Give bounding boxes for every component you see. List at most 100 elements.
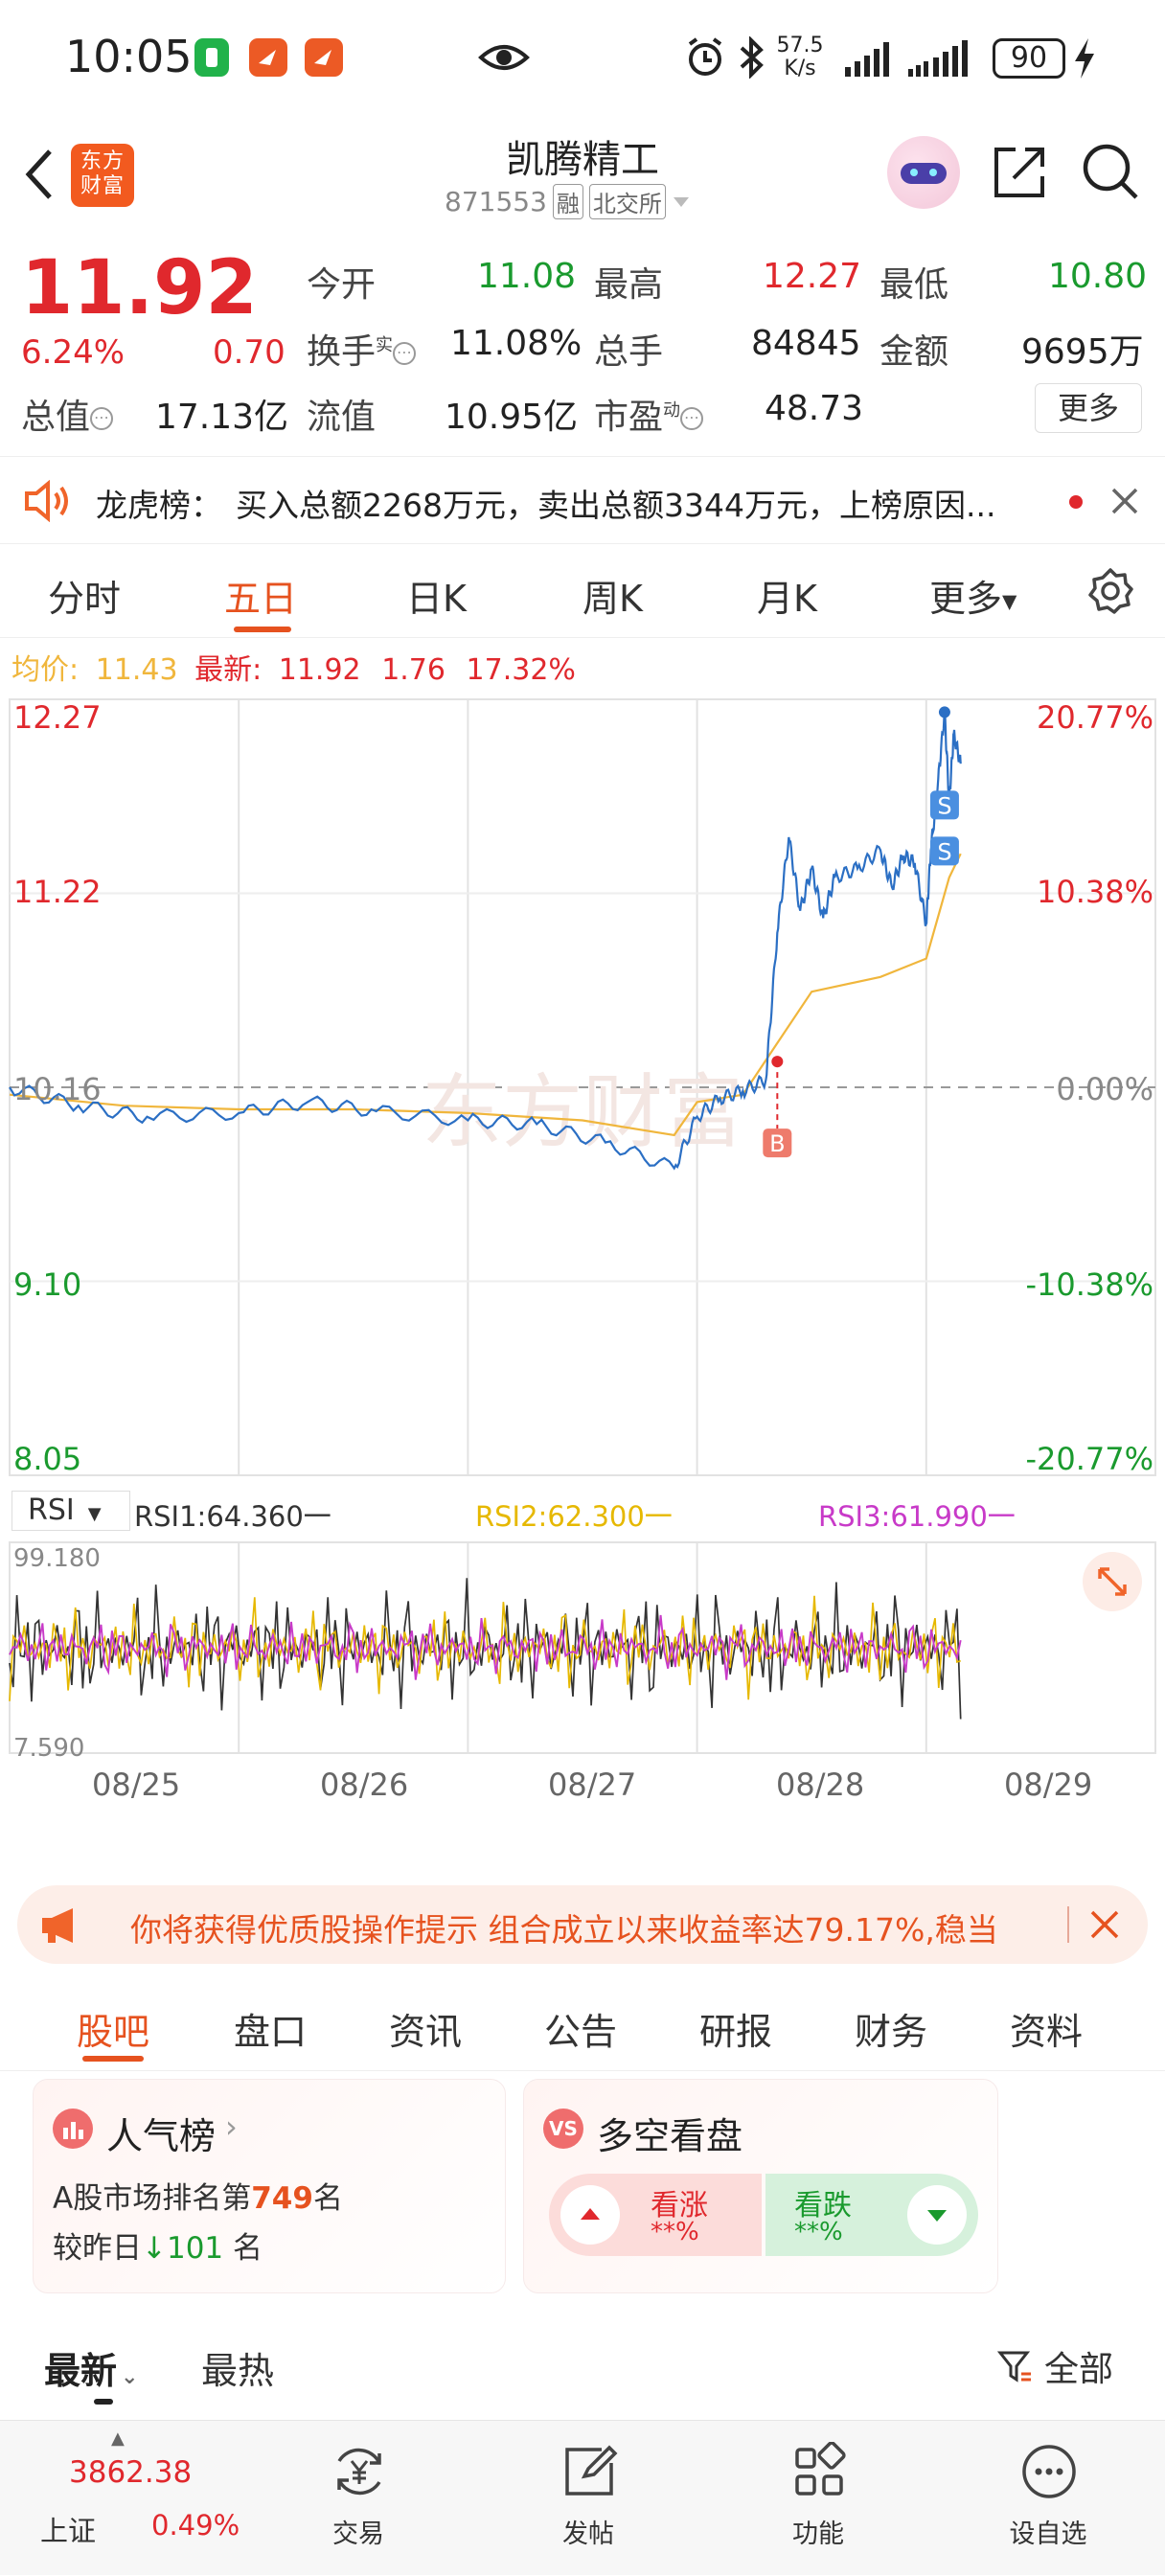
price-chart[interactable]: 东方财富 BSS (0, 690, 1165, 1485)
buy-marker (763, 1128, 792, 1158)
more-button[interactable]: 更多 (1035, 383, 1142, 433)
stock-code: 871553 (445, 186, 547, 217)
tab-daily-k[interactable]: 日K (406, 578, 467, 620)
rsi3-line (9, 1614, 962, 1680)
share-icon[interactable] (991, 142, 1048, 201)
popularity-change: 101 (166, 2231, 224, 2266)
more-circle-icon (1022, 2445, 1076, 2498)
battery-icon: 90 (993, 38, 1065, 79)
index-ticker[interactable]: ▲ 3862.38 上证 0.49% (34, 2421, 240, 2576)
megaphone-icon (42, 1908, 73, 1943)
nav-post[interactable]: 发帖 (512, 2421, 665, 2576)
tab-weekly-k[interactable]: 周K (582, 578, 643, 620)
caret-up-icon: ▲ (111, 2428, 125, 2449)
margin-tag: 融 (552, 184, 583, 219)
filter-button[interactable]: 全部 (996, 2341, 1113, 2391)
buy-marker-label: B (769, 1130, 785, 1157)
date-label: 08/28 (776, 1767, 865, 1803)
price-line (9, 712, 962, 1171)
trade-icon (337, 2448, 381, 2496)
tab-monthly-k[interactable]: 月K (757, 578, 817, 620)
tab-announcements[interactable]: 公告 (544, 2011, 618, 2053)
net-speed: 57.5 K/s (776, 34, 824, 80)
signal-icon (845, 42, 889, 77)
dragon-tiger-notice[interactable]: 龙虎榜： 买入总额2268万元，卖出总额3344万元，上榜原因... (0, 456, 1165, 544)
pe-label[interactable]: 市盈动 ⋯ (594, 389, 704, 439)
vs-icon: VS (543, 2109, 583, 2149)
search-icon[interactable] (1081, 142, 1140, 201)
app-logo[interactable]: 东方财富 (71, 144, 134, 207)
bearish-button[interactable]: 看跌 **% (765, 2174, 978, 2256)
grid-icon (795, 2442, 846, 2496)
sell-marker (929, 836, 959, 866)
change-percent: 6.24% (21, 333, 126, 372)
market-cap-value: 17.13亿 (155, 398, 289, 437)
chart-info-row: 均价: 11.43 最新: 11.92 1.76 17.32% (11, 646, 576, 688)
turnover-label[interactable]: 换手实 ⋯ (307, 324, 417, 374)
tab-financials[interactable]: 财务 (855, 2011, 928, 2053)
up-arrow-icon (560, 2185, 620, 2245)
tab-research[interactable]: 研报 (699, 2011, 773, 2053)
rsi-indicator-select[interactable]: RSI ▼ (11, 1491, 130, 1531)
nav-add-watchlist[interactable]: 设自选 (971, 2421, 1125, 2576)
tab-news[interactable]: 资讯 (389, 2011, 463, 2053)
stock-code-row[interactable]: 871553 融 北交所 (445, 184, 691, 219)
y-tick-right: -10.38% (1025, 1266, 1154, 1303)
sort-hot[interactable]: 最热 (201, 2350, 275, 2392)
rsi2-value: RSI2:62.300一 (475, 1500, 673, 1533)
nav-trade[interactable]: 交易 (282, 2421, 435, 2576)
popularity-title: 人气榜 (106, 2115, 217, 2157)
sort-latest[interactable]: 最新 ⌄ (44, 2350, 139, 2392)
nav-functions[interactable]: 功能 (742, 2421, 895, 2576)
back-arrow-icon[interactable] (21, 148, 56, 201)
market-cap-label[interactable]: 总值 ⋯ (21, 389, 114, 439)
y-tick-left: 10.16 (13, 1071, 102, 1107)
date-label: 08/27 (548, 1767, 637, 1803)
pe-value: 48.73 (765, 389, 864, 428)
float-cap-value: 10.95亿 (445, 398, 579, 437)
date-label: 08/29 (1004, 1767, 1093, 1803)
divider (1067, 1906, 1069, 1943)
close-icon[interactable] (1109, 486, 1140, 516)
float-cap-label: 流值 (307, 398, 377, 437)
notification-icon (305, 38, 343, 77)
sentiment-card: VS 多空看盘 看涨 **% 看跌 **% (523, 2079, 998, 2293)
y-tick-left: 11.22 (13, 874, 102, 910)
status-bar: 10:05 57.5 K/s 90 (0, 0, 1165, 115)
sell-marker-label: S (937, 792, 951, 819)
chart-period-tabs: 分时 五日 日K 周K 月K 更多▼ (0, 546, 1165, 638)
stock-name: 凯腾精工 (506, 138, 659, 182)
volume-label: 总手 (594, 332, 664, 372)
high-value: 12.27 (763, 257, 862, 296)
tab-five-day[interactable]: 五日 (224, 578, 298, 620)
tab-order-book[interactable]: 盘口 (234, 2011, 308, 2053)
dropdown-icon (673, 196, 689, 207)
latest-value: 11.92 (278, 653, 361, 687)
charging-icon (1075, 38, 1094, 79)
avg-value: 11.43 (95, 653, 178, 687)
popularity-card[interactable]: 人气榜 › A股市场排名第749名 较昨日↓101 名 (33, 2079, 506, 2293)
gear-icon[interactable] (1086, 567, 1134, 615)
rsi-max-label: 99.180 (13, 1544, 101, 1573)
speaker-icon (25, 480, 68, 522)
assistant-avatar-icon[interactable] (887, 136, 960, 209)
rsi-chart[interactable] (0, 1537, 1165, 1763)
rsi1-value: RSI1:64.360一 (134, 1500, 331, 1533)
tab-guba[interactable]: 股吧 (77, 2011, 150, 2053)
unread-dot (1069, 495, 1083, 509)
promo-banner[interactable]: 你将获得优质股操作提示 组合成立以来收益率达79.17%,稳当 (17, 1885, 1148, 1964)
date-label: 08/25 (92, 1767, 181, 1803)
index-value: 3862.38 (69, 2455, 193, 2490)
clock: 10:05 (65, 31, 193, 82)
bullish-button[interactable]: 看涨 **% (549, 2174, 762, 2256)
tab-more[interactable]: 更多▼ (929, 578, 1017, 620)
tab-profile[interactable]: 资料 (1010, 2011, 1084, 2053)
expand-icon[interactable] (1083, 1552, 1142, 1611)
avg-label: 均价: (11, 653, 80, 687)
close-icon[interactable] (1088, 1908, 1121, 1941)
edit-icon (565, 2445, 618, 2496)
sell-marker (929, 790, 959, 820)
tab-intraday[interactable]: 分时 (48, 578, 122, 620)
change-value: 0.70 (213, 333, 286, 372)
